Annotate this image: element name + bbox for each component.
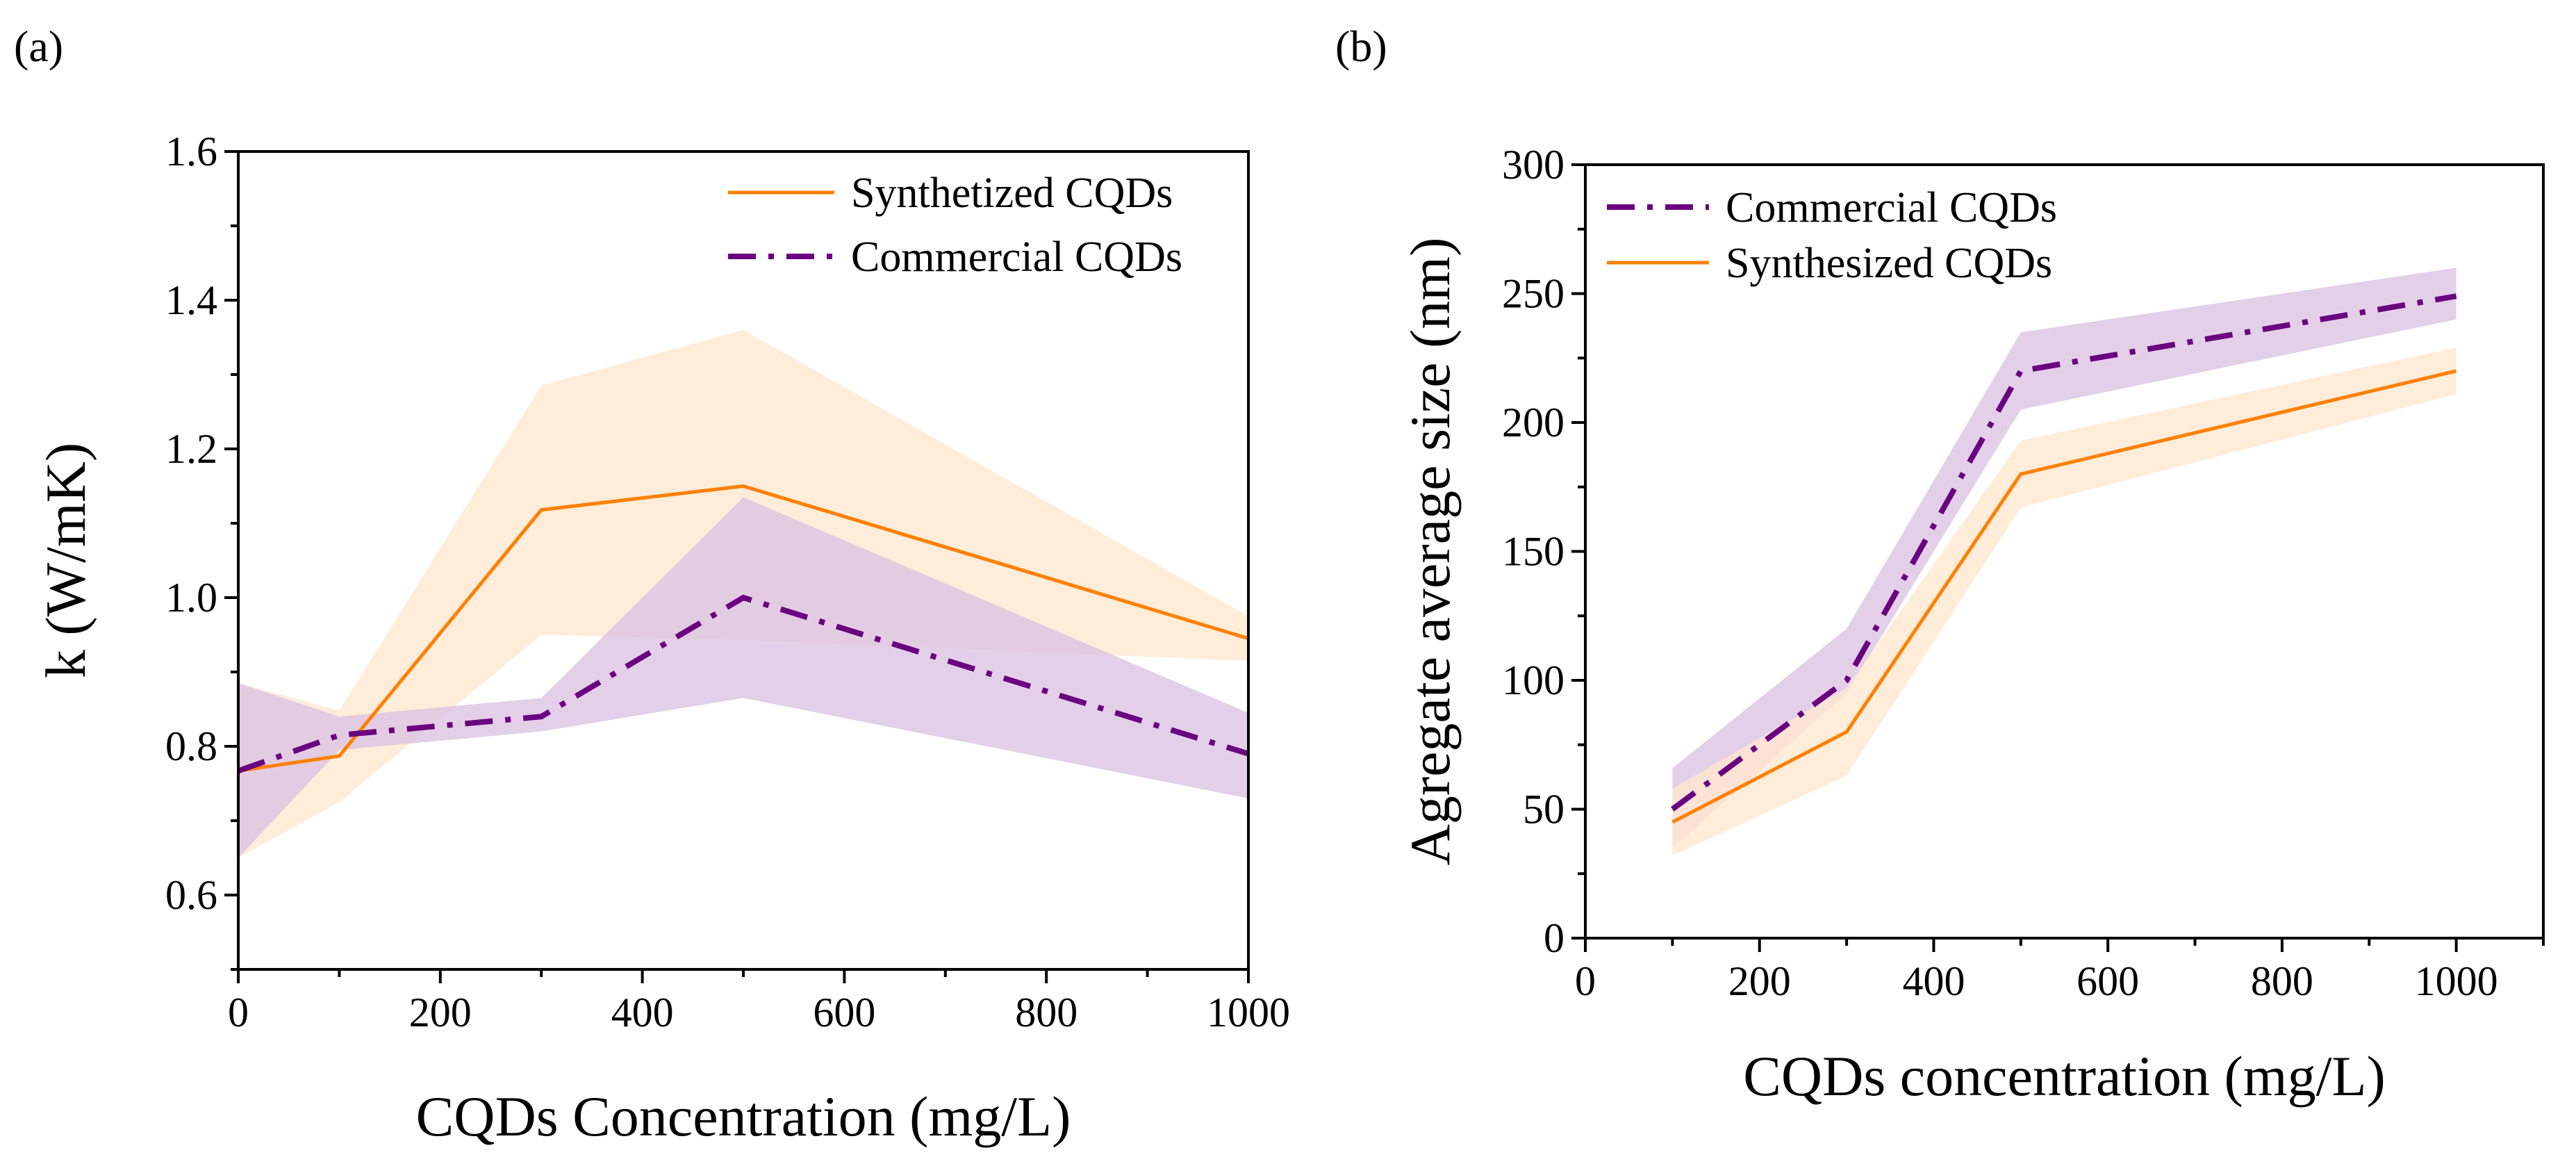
confidence-band-synthesized <box>1672 347 2457 856</box>
y-tick-label: 250 <box>1502 271 1564 317</box>
y-tick-label: 0 <box>1544 915 1564 961</box>
x-tick-label: 0 <box>228 990 249 1035</box>
legend-label-synthesized: Synthetized CQDs <box>851 170 1173 217</box>
series-line-synthesized <box>1671 369 2457 824</box>
y-tick-label: 0.8 <box>165 723 217 769</box>
legend-label-commercial: Commercial CQDs <box>1726 184 2057 231</box>
y-tick-label: 1.2 <box>165 426 217 472</box>
x-tick-label: 800 <box>1015 990 1078 1035</box>
x-tick-label: 200 <box>409 990 472 1035</box>
y-tick-label: 1.0 <box>165 575 217 621</box>
confidence-band-commercial <box>1672 268 2457 848</box>
panel-label: (b) <box>1335 22 1387 71</box>
y-tick-label: 150 <box>1502 529 1564 575</box>
y-tick-label: 300 <box>1502 142 1564 188</box>
series-line-commercial <box>1670 293 2457 812</box>
x-tick-label: 1000 <box>1207 990 1290 1035</box>
x-tick-label: 600 <box>813 990 875 1035</box>
y-axis-label: Agregate average size (nm) <box>1398 238 1462 866</box>
confidence-band-commercial <box>238 497 1248 858</box>
chart-panel-a: (a) 0 200 400 600 800 1000 0.6 0.8 1.0 1.2 1.4 1.6 CQ… <box>14 22 1290 1148</box>
legend-label-commercial: Commercial CQDs <box>851 233 1182 281</box>
legend-label-synthesized: Synthesized CQDs <box>1726 240 2052 287</box>
y-tick-label: 200 <box>1502 400 1564 445</box>
x-tick-label: 200 <box>1728 958 1791 1004</box>
x-tick-label: 800 <box>2251 958 2313 1004</box>
legend: Commercial CQDs Synthesized CQDs <box>1607 184 2057 287</box>
chart-panel-b: (b) 0 200 400 600 800 1000 0 50 100 150 200 250 300 CQ… <box>1335 22 2545 1108</box>
y-tick-label: 50 <box>1523 787 1564 832</box>
legend: Synthetized CQDs Commercial CQDs <box>728 170 1182 281</box>
y-axis-label: k (W/mK) <box>34 443 97 678</box>
panel-label: (a) <box>14 22 63 71</box>
x-tick-label: 400 <box>611 990 674 1035</box>
x-tick-label: 1000 <box>2415 958 2498 1004</box>
series-line-commercial <box>237 594 1250 774</box>
x-tick-label: 600 <box>2077 958 2139 1004</box>
y-tick-label: 1.6 <box>165 129 217 174</box>
y-tick-label: 0.6 <box>165 872 217 918</box>
x-axis-label: CQDs concentration (mg/L) <box>1743 1044 2386 1108</box>
y-tick-label: 100 <box>1502 657 1564 703</box>
x-tick-label: 0 <box>1575 958 1596 1004</box>
series-line-synthesized <box>238 484 1249 773</box>
x-axis-label: CQDs Concentration (mg/L) <box>416 1085 1071 1148</box>
x-tick-label: 400 <box>1902 958 1965 1004</box>
y-tick-label: 1.4 <box>165 277 217 323</box>
